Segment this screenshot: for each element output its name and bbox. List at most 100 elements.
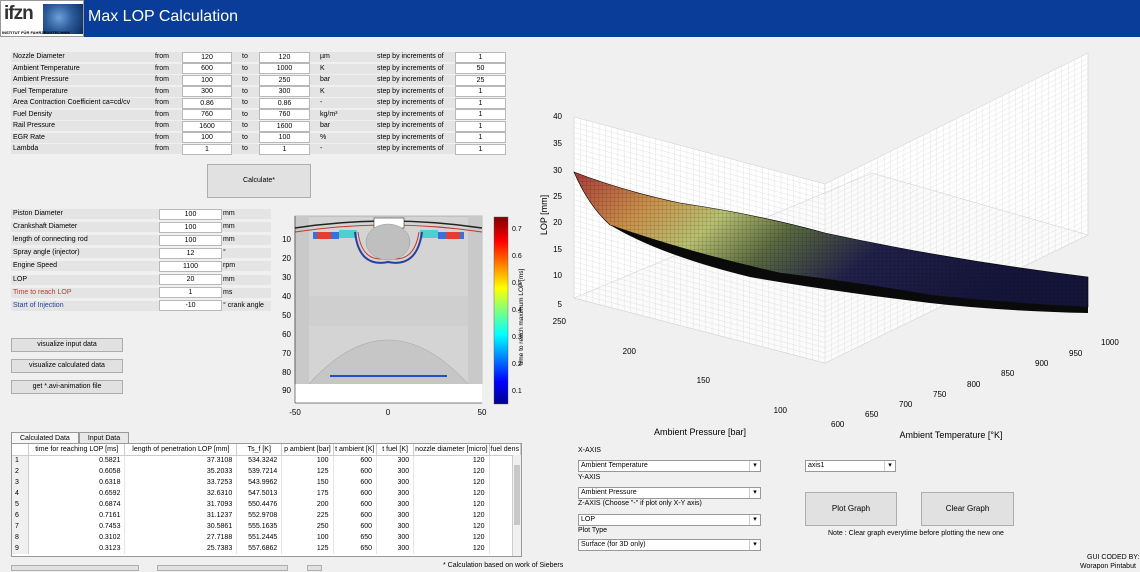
row-index[interactable]: 9 — [12, 543, 30, 554]
table-cell[interactable]: 650 — [333, 543, 378, 554]
table-cell[interactable]: 225 — [281, 510, 334, 521]
engine-input[interactable]: -10 — [159, 300, 222, 312]
table-cell[interactable]: 32.6310 — [124, 488, 238, 499]
table-cell[interactable]: 120 — [413, 532, 490, 543]
row-index[interactable]: 8 — [12, 532, 30, 543]
table-cell[interactable]: 0.6874 — [28, 499, 126, 510]
bottom-button-3[interactable] — [307, 565, 322, 571]
param-step-input[interactable]: 1 — [455, 132, 506, 143]
column-header[interactable]: p ambient [bar] — [281, 444, 334, 456]
engine-input[interactable]: 1100 — [159, 260, 222, 272]
table-cell[interactable]: 300 — [376, 543, 415, 554]
table-cell[interactable]: 33.7253 — [124, 477, 238, 488]
clear-graph-button[interactable]: Clear Graph — [921, 492, 1014, 526]
chevron-down-icon[interactable]: ▾ — [749, 488, 760, 498]
table-row[interactable]: 8 0.3102 27.7188 551.2445 100 650 300 120 — [12, 532, 521, 543]
table-cell[interactable]: 200 — [281, 499, 334, 510]
param-step-input[interactable]: 1 — [455, 51, 506, 63]
param-from-input[interactable]: 1 — [182, 143, 232, 155]
table-cell[interactable]: 0.5821 — [28, 455, 126, 466]
engine-input[interactable]: 100 — [159, 221, 222, 233]
table-cell[interactable]: 543.9962 — [236, 477, 283, 488]
row-index[interactable]: 2 — [12, 466, 30, 477]
table-cell[interactable]: 120 — [413, 466, 490, 477]
table-row[interactable]: 2 0.6058 35.2033 539.7214 125 600 300 120 — [12, 466, 521, 477]
column-header[interactable]: t ambient [K] — [333, 444, 378, 456]
engine-input[interactable]: 100 — [159, 234, 222, 246]
table-cell[interactable]: 300 — [376, 466, 415, 477]
param-to-input[interactable]: 1600 — [259, 120, 310, 132]
table-cell[interactable]: 650 — [333, 532, 378, 543]
table-cell[interactable]: 600 — [333, 521, 378, 532]
table-cell[interactable]: 0.3102 — [28, 532, 126, 543]
param-step-input[interactable]: 1 — [455, 120, 506, 132]
table-cell[interactable]: 120 — [413, 543, 490, 554]
param-from-input[interactable]: 760 — [182, 109, 232, 120]
param-from-input[interactable]: 100 — [182, 132, 232, 143]
table-cell[interactable]: 552.9708 — [236, 510, 283, 521]
table-cell[interactable]: 600 — [333, 499, 378, 510]
engine-input[interactable]: 12 — [159, 247, 222, 259]
table-cell[interactable]: 125 — [281, 466, 334, 477]
table-cell[interactable]: 120 — [413, 488, 490, 499]
table-cell[interactable]: 300 — [376, 510, 415, 521]
table-cell[interactable]: 27.7188 — [124, 532, 238, 543]
chevron-down-icon[interactable]: ▾ — [749, 515, 760, 525]
table-row[interactable]: 9 0.3123 25.7383 557.6862 125 650 300 120 — [12, 543, 521, 554]
get-avi-button[interactable]: get *.avi-animation file — [11, 380, 123, 394]
table-cell[interactable]: 37.3108 — [124, 455, 238, 466]
param-to-input[interactable]: 120 — [259, 51, 310, 63]
table-row[interactable]: 3 0.6318 33.7253 543.9962 150 600 300 120 — [12, 477, 521, 488]
tab-input-data[interactable]: Input Data — [78, 432, 130, 444]
y-axis-select[interactable]: Ambient Pressure ▾ — [578, 487, 761, 499]
table-cell[interactable]: 557.6862 — [236, 543, 283, 554]
table-cell[interactable]: 0.6318 — [28, 477, 126, 488]
table-cell[interactable]: 600 — [333, 455, 378, 466]
table-row[interactable]: 4 0.6592 32.6310 547.5013 175 600 300 120 — [12, 488, 521, 499]
param-to-input[interactable]: 0.86 — [259, 97, 310, 109]
row-index[interactable]: 6 — [12, 510, 30, 521]
table-cell[interactable]: 600 — [333, 477, 378, 488]
table-cell[interactable]: 100 — [281, 532, 334, 543]
param-from-input[interactable]: 600 — [182, 63, 232, 74]
column-header[interactable]: time for reaching LOP [ms] — [28, 444, 126, 456]
table-cell[interactable]: 0.6592 — [28, 488, 126, 499]
column-header[interactable] — [12, 444, 30, 456]
param-to-input[interactable]: 250 — [259, 74, 310, 86]
visualize-calculated-button[interactable]: visualize calculated data — [11, 359, 123, 373]
table-row[interactable]: 1 0.5821 37.3108 534.3242 100 600 300 120 — [12, 455, 521, 466]
table-cell[interactable]: 250 — [281, 521, 334, 532]
table-cell[interactable]: 120 — [413, 499, 490, 510]
table-cell[interactable]: 25.7383 — [124, 543, 238, 554]
engine-input[interactable]: 20 — [159, 274, 222, 285]
chevron-down-icon[interactable]: ▾ — [749, 540, 760, 550]
scrollbar-thumb[interactable] — [514, 465, 520, 525]
z-axis-select[interactable]: LOP ▾ — [578, 514, 761, 526]
param-step-input[interactable]: 1 — [455, 97, 506, 109]
column-header[interactable]: t fuel [K] — [376, 444, 415, 456]
table-cell[interactable]: 125 — [281, 543, 334, 554]
row-index[interactable]: 5 — [12, 499, 30, 510]
tab-calculated-data[interactable]: Calculated Data — [11, 432, 79, 444]
row-index[interactable]: 1 — [12, 455, 30, 466]
column-header[interactable]: Ts_f [K] — [236, 444, 283, 456]
table-cell[interactable]: 300 — [376, 521, 415, 532]
table-cell[interactable]: 555.1635 — [236, 521, 283, 532]
table-cell[interactable]: 120 — [413, 477, 490, 488]
param-step-input[interactable]: 1 — [455, 143, 506, 155]
param-from-input[interactable]: 0.86 — [182, 97, 232, 109]
param-to-input[interactable]: 760 — [259, 109, 310, 120]
param-to-input[interactable]: 100 — [259, 132, 310, 143]
param-to-input[interactable]: 300 — [259, 86, 310, 97]
table-cell[interactable]: 175 — [281, 488, 334, 499]
engine-input[interactable]: 1 — [159, 287, 222, 299]
param-from-input[interactable]: 300 — [182, 86, 232, 97]
table-cell[interactable]: 547.5013 — [236, 488, 283, 499]
table-cell[interactable]: 550.4476 — [236, 499, 283, 510]
param-step-input[interactable]: 50 — [455, 63, 506, 74]
table-cell[interactable]: 31.1237 — [124, 510, 238, 521]
calculate-button[interactable]: Calculate* — [207, 164, 311, 198]
param-from-input[interactable]: 1600 — [182, 120, 232, 132]
table-cell[interactable]: 120 — [413, 455, 490, 466]
table-row[interactable]: 5 0.6874 31.7093 550.4476 200 600 300 120 — [12, 499, 521, 510]
